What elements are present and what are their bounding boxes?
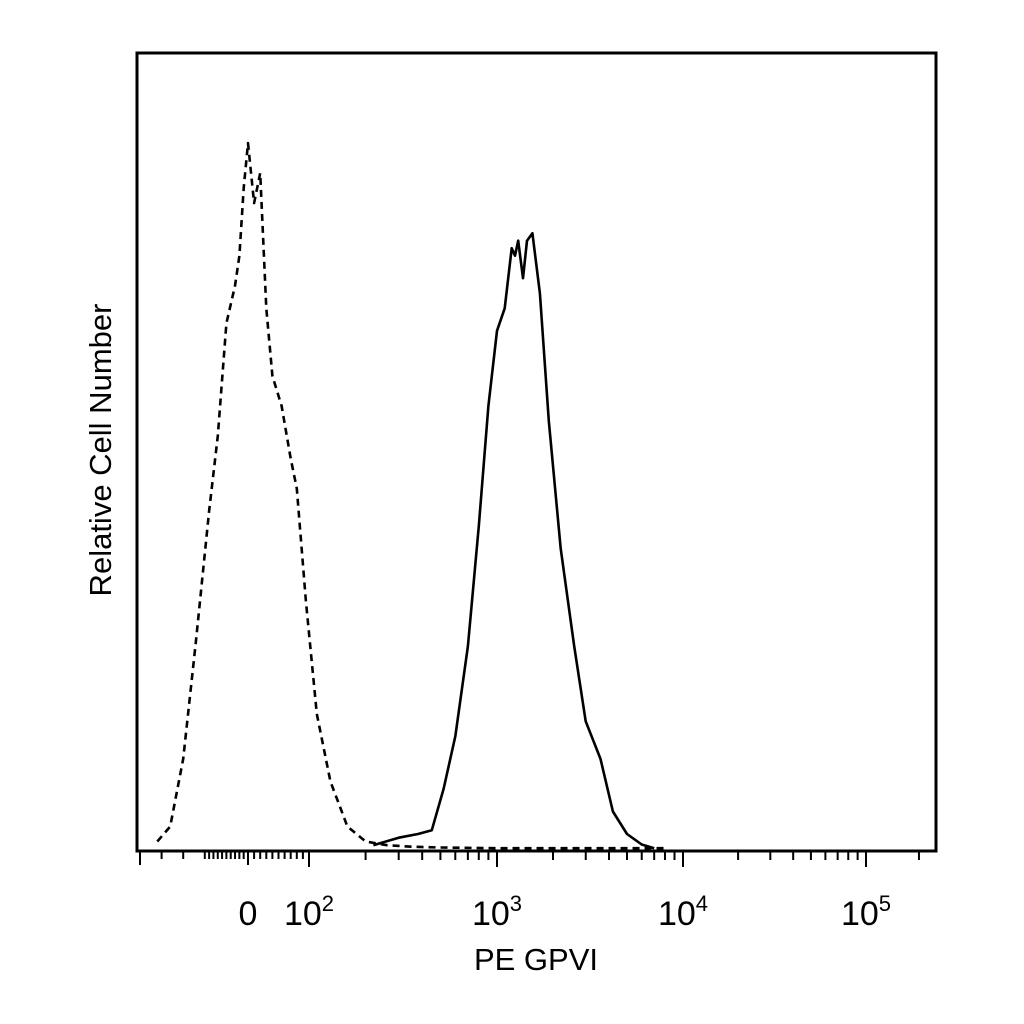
control-histogram-line (156, 141, 665, 850)
plot-frame (135, 51, 938, 853)
x-tick-labels: 0 102 103 104 105 (239, 891, 892, 933)
x-tick-label: 105 (841, 891, 891, 933)
x-axis-ticks (139, 851, 920, 867)
x-axis-title: PE GPVI (474, 942, 598, 977)
y-axis-title: Relative Cell Number (83, 304, 118, 597)
x-tick-label: 104 (658, 891, 708, 933)
histogram-curves (156, 141, 665, 850)
stained-histogram-line (373, 231, 655, 850)
x-tick-label: 102 (284, 891, 334, 933)
x-tick-label: 0 (239, 895, 258, 933)
x-tick-label: 103 (472, 891, 522, 933)
